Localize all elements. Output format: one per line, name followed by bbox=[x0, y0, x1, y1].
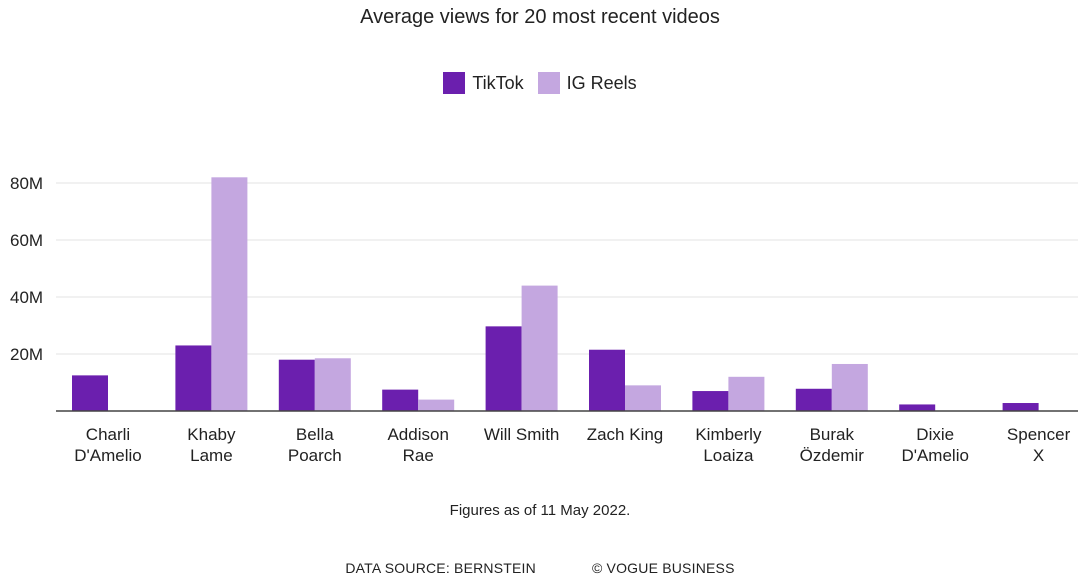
x-tick-label-line: Poarch bbox=[288, 446, 342, 465]
bar-tiktok bbox=[1002, 403, 1039, 411]
x-tick-label-line: Kimberly bbox=[695, 425, 762, 444]
x-tick-label-line: Addison bbox=[387, 425, 448, 444]
bar-ig-reels bbox=[625, 385, 661, 411]
copyright: © VOGUE BUSINESS bbox=[591, 560, 735, 576]
bar-tiktok bbox=[72, 375, 108, 411]
bar-tiktok bbox=[589, 349, 625, 411]
footer: DATA SOURCE: BERNSTEIN © VOGUE BUSINESS bbox=[0, 560, 1080, 576]
x-tick-label-line: Zach King bbox=[587, 425, 664, 444]
bar-ig-reels bbox=[211, 177, 248, 411]
x-tick-label-line: D'Amelio bbox=[74, 446, 142, 465]
legend-item-tiktok: TikTok bbox=[443, 72, 524, 94]
y-tick-label: 20M bbox=[10, 345, 43, 364]
bar-ig-reels bbox=[831, 363, 868, 411]
bar-ig-reels bbox=[418, 399, 455, 411]
x-tick-label-line: Lame bbox=[190, 446, 233, 465]
x-tick-label-line: Burak bbox=[810, 425, 855, 444]
y-tick-label: 80M bbox=[10, 174, 43, 193]
x-tick-label: Dixie D'Amelio bbox=[901, 425, 969, 465]
x-tick-label: Khaby Lame bbox=[187, 425, 236, 465]
figures-note: Figures as of 11 May 2022. bbox=[449, 502, 631, 519]
x-tick-label-line: Özdemir bbox=[800, 446, 865, 465]
legend-swatch-ig-reels bbox=[537, 72, 560, 94]
x-tick-label: Bella Poarch bbox=[288, 425, 342, 465]
bar-tiktok bbox=[175, 345, 212, 411]
x-tick-label: Charli D'Amelio bbox=[74, 425, 142, 465]
bar-chart: 20M 40M 60M 80M Charli D'Amelio Khaby Lame Bella… bbox=[10, 174, 1078, 465]
bar-ig-reels bbox=[728, 376, 765, 411]
x-tick-label-line: Dixie bbox=[916, 425, 954, 444]
x-tick-label-line: Rae bbox=[403, 446, 434, 465]
x-tick-label-line: D'Amelio bbox=[901, 446, 969, 465]
bar-tiktok bbox=[795, 388, 832, 411]
bar-tiktok bbox=[485, 326, 522, 411]
bar-ig-reels bbox=[521, 285, 558, 411]
x-tick-label-line: Will Smith bbox=[484, 425, 560, 444]
legend-item-ig-reels: IG Reels bbox=[537, 72, 637, 94]
x-tick-label-line: Loaiza bbox=[703, 446, 754, 465]
x-tick-label: Kimberly Loaiza bbox=[695, 425, 762, 465]
data-source: DATA SOURCE: BERNSTEIN bbox=[345, 560, 536, 576]
bar-tiktok bbox=[278, 359, 315, 411]
x-tick-label: Spencer X bbox=[1007, 425, 1071, 465]
x-tick-label-line: X bbox=[1033, 446, 1044, 465]
bar-tiktok bbox=[382, 389, 419, 411]
legend-label-tiktok: TikTok bbox=[472, 72, 524, 93]
bar-tiktok bbox=[692, 391, 729, 411]
bar-ig-reels bbox=[314, 358, 351, 411]
x-tick-label-line: Bella bbox=[296, 425, 334, 444]
x-tick-label-line: Khaby bbox=[187, 425, 236, 444]
legend-swatch-tiktok bbox=[443, 72, 466, 94]
bar-tiktok bbox=[899, 404, 936, 411]
legend: TikTok IG Reels bbox=[0, 72, 1080, 94]
x-tick-label-line: Charli bbox=[86, 425, 130, 444]
x-tick-label: Burak Özdemir bbox=[800, 425, 865, 465]
x-tick-label: Will Smith bbox=[484, 425, 560, 444]
x-tick-label-line: Spencer bbox=[1007, 425, 1071, 444]
y-tick-label: 40M bbox=[10, 288, 43, 307]
y-tick-label: 60M bbox=[10, 231, 43, 250]
x-tick-label: Zach King bbox=[587, 425, 664, 444]
legend-label-ig-reels: IG Reels bbox=[566, 72, 637, 93]
chart-title: Average views for 20 most recent videos bbox=[360, 6, 720, 28]
x-tick-label: Addison Rae bbox=[387, 425, 448, 465]
